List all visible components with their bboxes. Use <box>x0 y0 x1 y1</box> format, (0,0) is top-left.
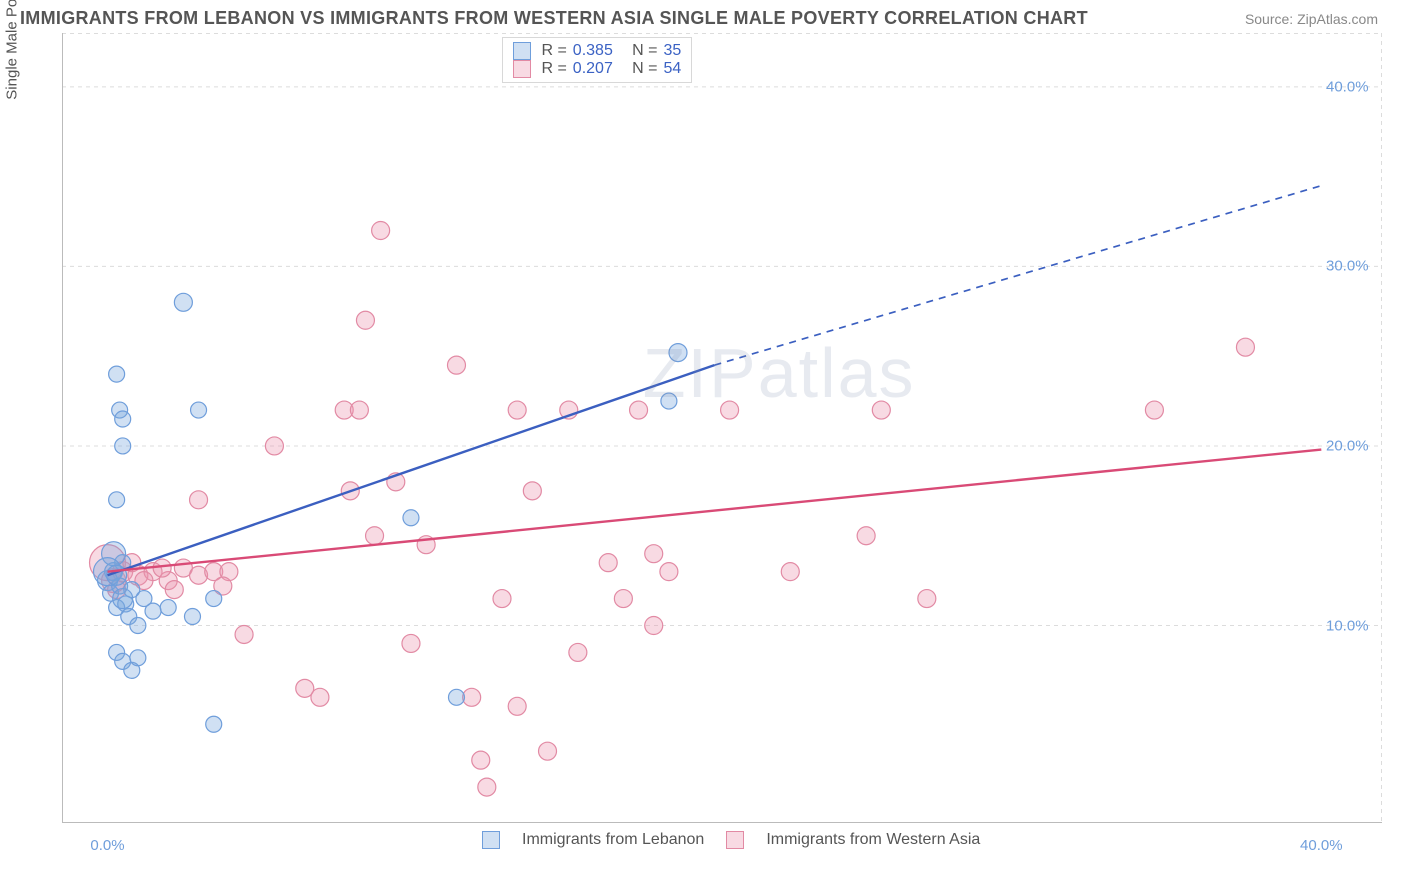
x-tick-label: 40.0% <box>1300 837 1343 854</box>
chart-header: IMMIGRANTS FROM LEBANON VS IMMIGRANTS FR… <box>0 0 1406 33</box>
y-tick-label: 30.0% <box>1326 258 1369 275</box>
correlation-legend: R = 0.385 N = 35 R = 0.207 N = 54 <box>502 37 692 83</box>
x-tick-label: 0.0% <box>90 837 124 854</box>
source-label: Source: ZipAtlas.com <box>1245 11 1378 27</box>
r-label: R = <box>537 60 567 78</box>
legend-swatch <box>513 60 531 78</box>
n-label: N = <box>619 60 658 78</box>
scatter-plot <box>62 33 1382 823</box>
r-value: 0.385 <box>573 42 613 60</box>
legend-swatch <box>726 831 744 849</box>
legend-swatch <box>513 42 531 60</box>
y-tick-label: 20.0% <box>1326 437 1369 454</box>
series-legend: Immigrants from Lebanon Immigrants from W… <box>482 831 980 849</box>
legend-series-label: Immigrants from Western Asia <box>766 831 980 849</box>
r-value: 0.207 <box>573 60 613 78</box>
y-tick-label: 40.0% <box>1326 78 1369 95</box>
y-tick-label: 10.0% <box>1326 617 1369 634</box>
legend-swatch <box>482 831 500 849</box>
n-value: 54 <box>664 60 682 78</box>
y-axis-label: Single Male Poverty <box>4 0 21 100</box>
correlation-legend-row: R = 0.385 N = 35 <box>513 42 681 60</box>
r-label: R = <box>537 42 567 60</box>
chart-title: IMMIGRANTS FROM LEBANON VS IMMIGRANTS FR… <box>20 8 1088 29</box>
legend-series-label: Immigrants from Lebanon <box>522 831 704 849</box>
n-value: 35 <box>664 42 682 60</box>
correlation-legend-row: R = 0.207 N = 54 <box>513 60 681 78</box>
n-label: N = <box>619 42 658 60</box>
